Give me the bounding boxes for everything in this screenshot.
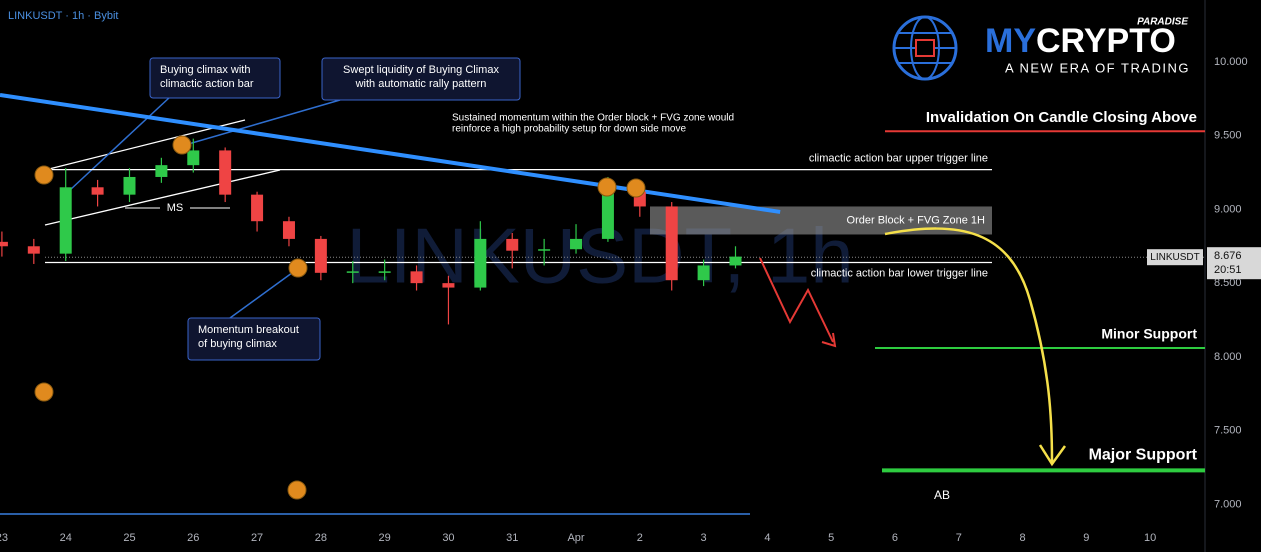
note-text: Sustained momentum within the Order bloc…	[452, 113, 734, 124]
note-text: reinforce a high probability setup for d…	[452, 124, 686, 135]
arrow-head	[821, 332, 837, 348]
symbol-tag-bg	[1147, 249, 1203, 266]
x-tick-label: 5	[828, 532, 834, 544]
candle-body	[410, 271, 423, 284]
level-label: climactic action bar lower trigger line	[811, 267, 988, 279]
x-tick-label: 26	[187, 532, 199, 544]
projection-arrow	[759, 257, 834, 343]
candle-body	[729, 256, 742, 266]
candle-body	[251, 194, 264, 222]
marker	[626, 178, 646, 198]
marker	[172, 135, 192, 155]
trendline	[0, 92, 781, 214]
x-tick-label: 27	[251, 532, 263, 544]
logo: MYCRYPTO PARADISE A NEW ERA OF TRADING	[892, 15, 1190, 81]
candle-body	[378, 271, 391, 273]
callout-text: Buying climax with	[160, 64, 250, 76]
marker	[597, 177, 617, 197]
logo-chip	[915, 39, 935, 57]
level-label: climactic action bar upper trigger line	[809, 152, 988, 164]
price-tag: 8.676	[1214, 250, 1242, 262]
callout-box	[149, 57, 281, 99]
logo-slogan: A NEW ERA OF TRADING	[1005, 60, 1190, 75]
candle-body	[91, 187, 104, 195]
candle-body	[219, 150, 232, 195]
marker	[34, 382, 54, 402]
candle-body	[538, 249, 551, 251]
x-tick-label: 4	[764, 532, 770, 544]
callout-text: with automatic rally pattern	[355, 78, 487, 90]
x-tick-label: 23	[0, 532, 8, 544]
candle-body	[601, 191, 614, 239]
y-tick-label: 9.000	[1214, 203, 1242, 215]
callout-text: Momentum breakout	[198, 324, 299, 336]
candle-body	[474, 238, 487, 288]
ab-label: AB	[934, 488, 950, 502]
y-tick-label: 8.000	[1214, 351, 1242, 363]
ms-label: MS	[167, 202, 184, 214]
marker	[287, 480, 307, 500]
logo-name: MYCRYPTO	[985, 22, 1176, 60]
chart-title: LINKUSDT · 1h · Bybit	[8, 10, 118, 22]
price-tag-bg	[1207, 247, 1261, 280]
candle-body	[442, 283, 455, 288]
marker	[288, 258, 308, 278]
callout-box	[321, 57, 521, 101]
zone-label: Order Block + FVG Zone 1H	[847, 214, 986, 226]
candle-body	[665, 206, 678, 281]
candle-body	[697, 265, 710, 281]
x-tick-label: 2	[637, 532, 643, 544]
x-tick-label: 28	[315, 532, 327, 544]
level-label: Major Support	[1089, 447, 1198, 464]
x-tick-label: 30	[442, 532, 454, 544]
markers	[34, 135, 646, 500]
x-tick-label: 8	[1019, 532, 1025, 544]
y-tick-label: 8.500	[1214, 277, 1242, 289]
connector	[229, 269, 297, 319]
y-tick-label: 10.000	[1214, 56, 1248, 68]
logo-name-b: CRYPTO	[1036, 22, 1176, 60]
candle-body	[123, 176, 136, 195]
x-tick-label: 31	[506, 532, 518, 544]
arrow-head	[1038, 444, 1067, 467]
x-tick-label: 3	[701, 532, 707, 544]
y-tick-label: 9.500	[1214, 130, 1242, 142]
y-tick-label: 7.500	[1214, 425, 1242, 437]
channel-line	[44, 169, 281, 226]
candle-body	[570, 238, 583, 250]
level-label: Minor Support	[1101, 326, 1197, 342]
y-tick-label: 7.000	[1214, 498, 1242, 510]
candle-body	[0, 241, 8, 247]
connector	[69, 96, 171, 191]
time-tag: 20:51	[1214, 264, 1242, 276]
candle-body	[314, 238, 327, 273]
marker	[34, 165, 54, 185]
x-tick-label: 9	[1083, 532, 1089, 544]
level-label: Invalidation On Candle Closing Above	[926, 109, 1197, 126]
candle-body	[155, 165, 168, 177]
candle-body	[346, 271, 359, 273]
x-tick-label: 25	[123, 532, 135, 544]
candle-body	[506, 238, 519, 251]
logo-tag: PARADISE	[1137, 17, 1188, 28]
candle-body	[282, 221, 295, 239]
symbol-tag: LINKUSDT	[1150, 252, 1199, 263]
callout-box	[187, 317, 321, 361]
x-tick-label: 10	[1144, 532, 1156, 544]
x-tick-label: 29	[379, 532, 391, 544]
x-tick-label: Apr	[567, 532, 584, 544]
x-tick-label: 6	[892, 532, 898, 544]
candle-body	[59, 187, 72, 254]
candle-body	[187, 150, 200, 166]
callout-text: climactic action bar	[160, 78, 254, 90]
candle-body	[27, 246, 40, 254]
callout-text: of buying climax	[198, 338, 277, 350]
projection-arc	[884, 227, 1054, 463]
callout-text: Swept liquidity of Buying Climax	[343, 64, 499, 76]
x-tick-label: 7	[956, 532, 962, 544]
x-tick-label: 24	[60, 532, 72, 544]
logo-name-a: MY	[985, 22, 1036, 60]
connector	[184, 99, 341, 146]
